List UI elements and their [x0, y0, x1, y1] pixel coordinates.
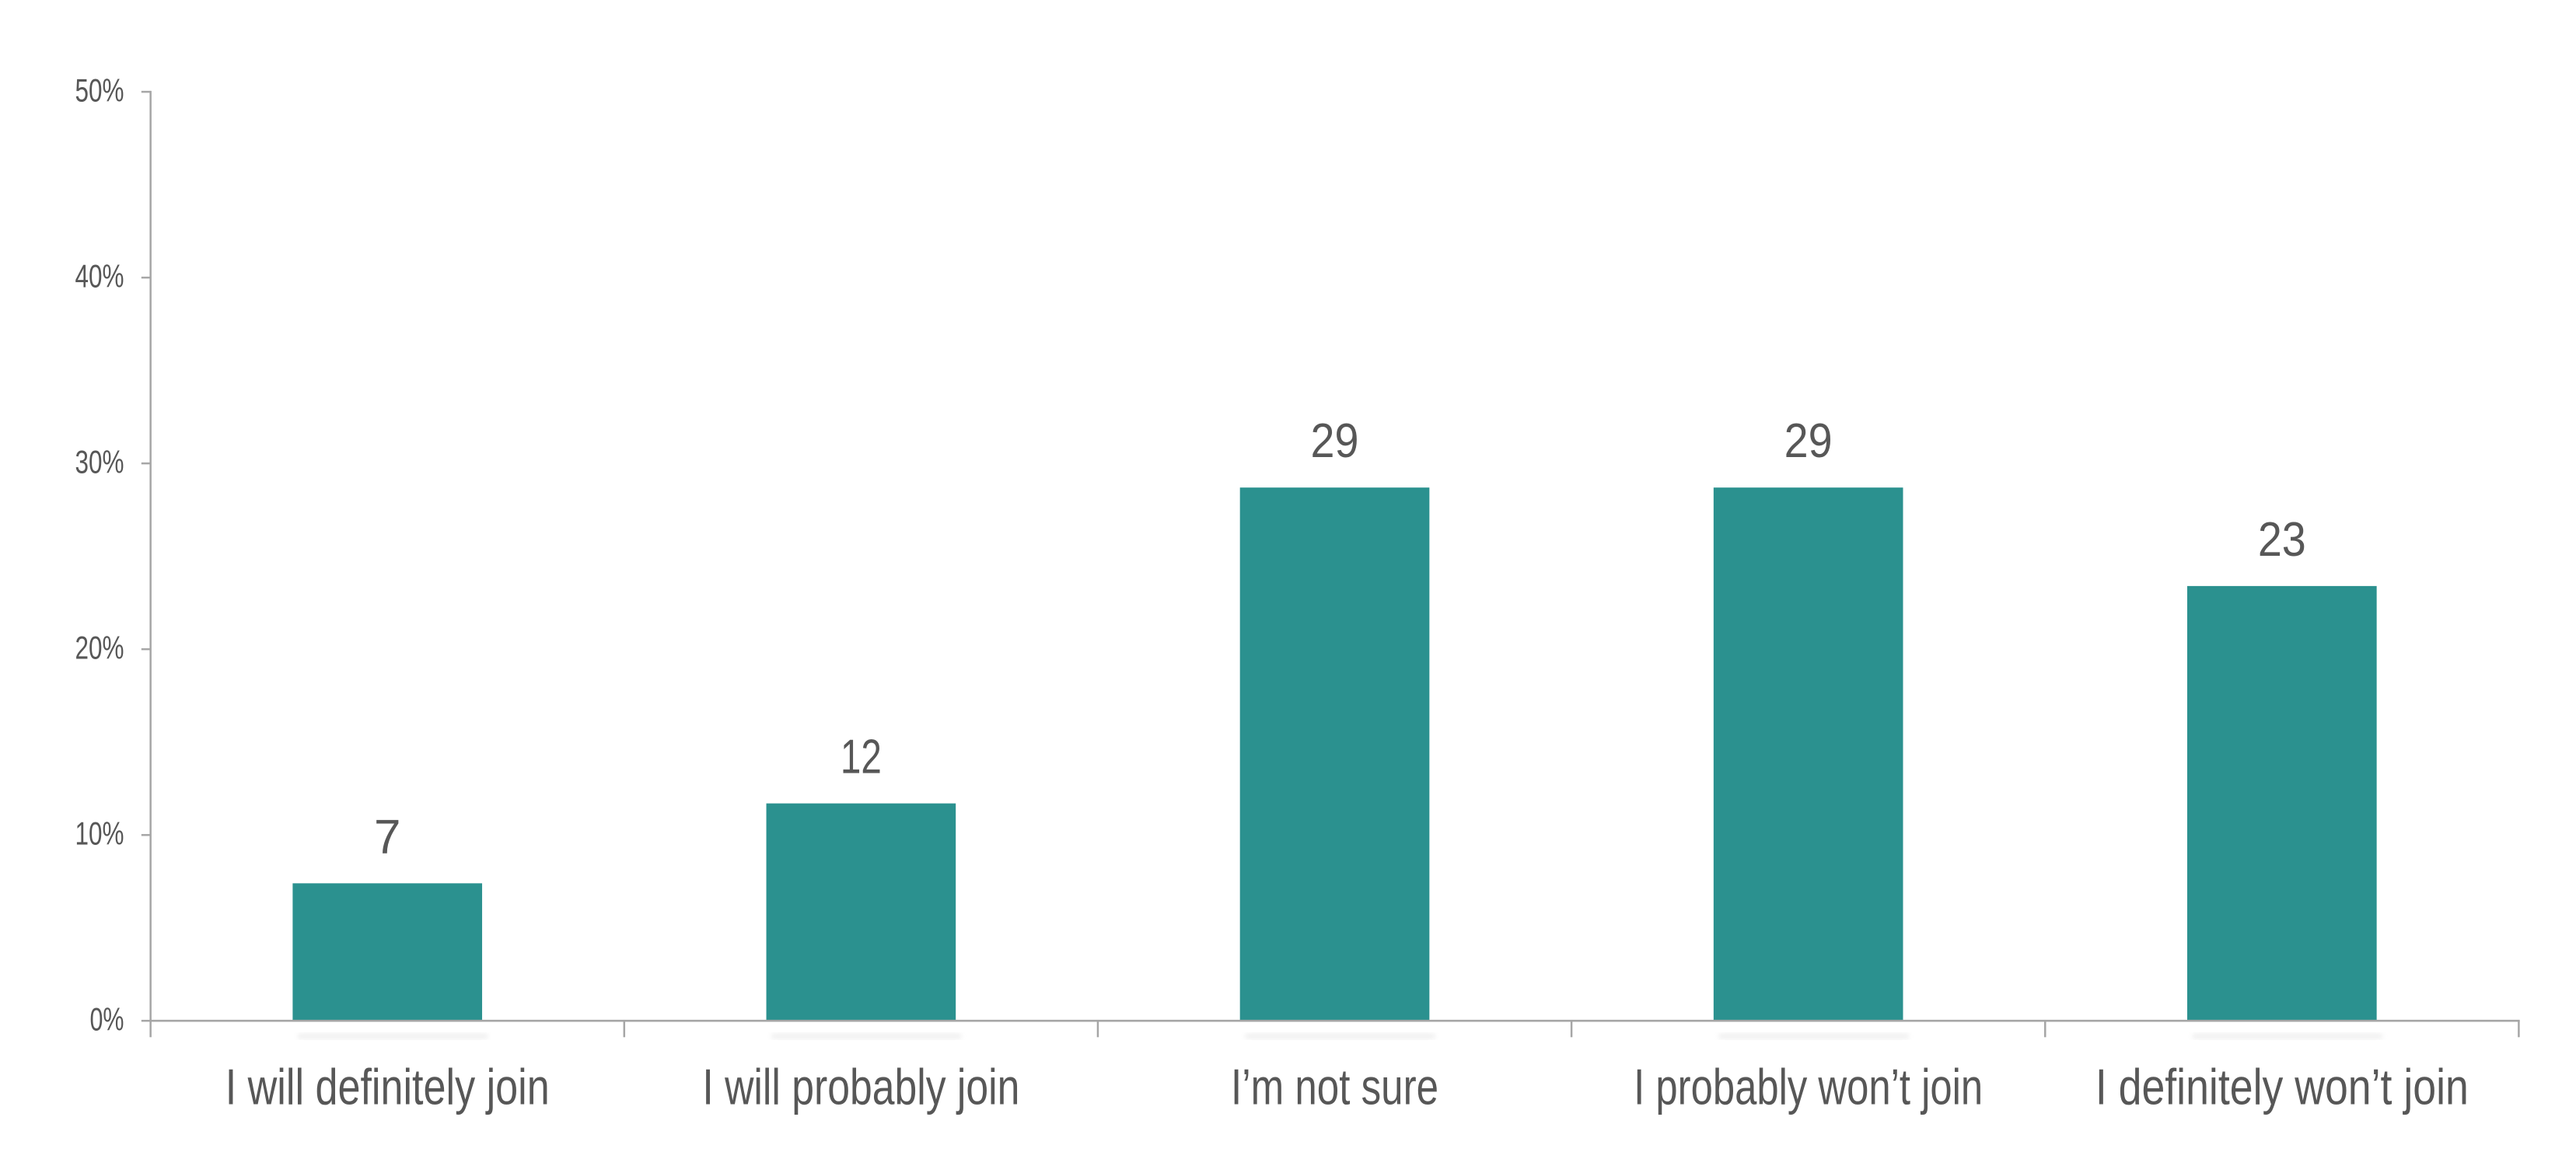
svg-text:7: 7	[374, 810, 400, 864]
svg-text:20%: 20%	[75, 630, 124, 666]
svg-text:I definitely won’t join: I definitely won’t join	[2095, 1059, 2469, 1115]
svg-text:50%: 50%	[75, 72, 124, 108]
svg-text:29: 29	[1311, 414, 1359, 468]
svg-text:12: 12	[841, 731, 882, 784]
svg-text:29: 29	[1784, 414, 1833, 468]
svg-text:40%: 40%	[75, 257, 124, 294]
svg-text:30%: 30%	[75, 443, 124, 480]
svg-text:10%: 10%	[75, 815, 124, 852]
svg-text:23: 23	[2258, 513, 2306, 567]
svg-text:I probably won’t join: I probably won’t join	[1634, 1059, 1983, 1115]
svg-text:0%: 0%	[90, 1001, 124, 1038]
svg-text:I will probably join: I will probably join	[702, 1059, 1019, 1115]
svg-text:I’m not sure: I’m not sure	[1231, 1059, 1438, 1115]
svg-text:I will definitely join: I will definitely join	[225, 1059, 550, 1115]
